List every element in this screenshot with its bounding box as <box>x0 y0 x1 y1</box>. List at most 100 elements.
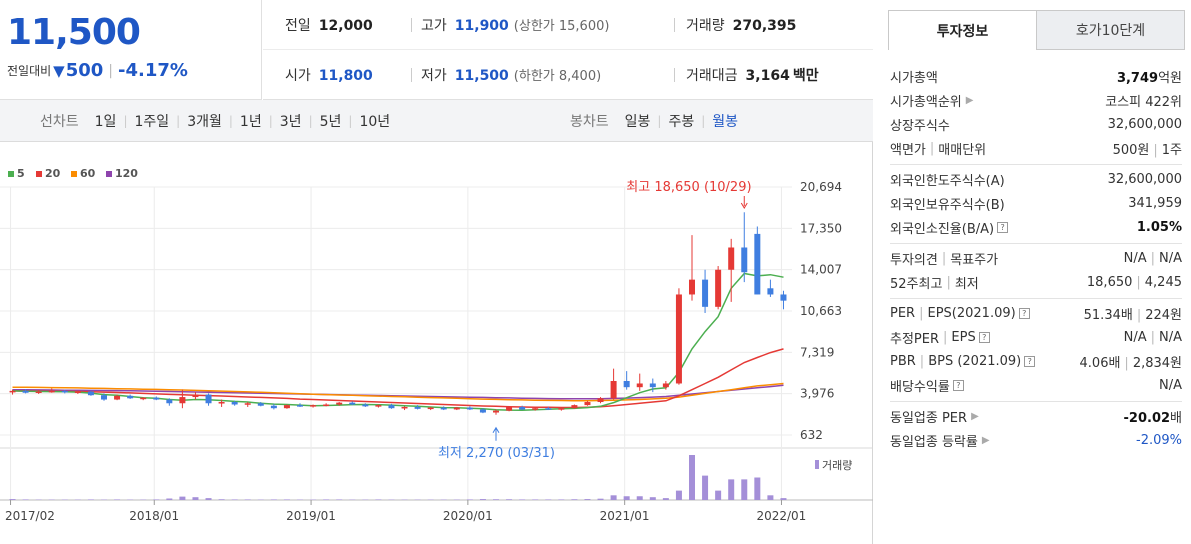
info-value-text: N/A <box>1123 250 1147 266</box>
chart-toolbar: 선차트 1일 | 1주일 | 3개월 | 1년 | 3년 | 5년 | 10년 봉차트 일봉… <box>0 100 873 142</box>
volume-bar <box>675 490 682 500</box>
candle-body <box>623 381 630 388</box>
info-label: 추정PER | EPS? <box>890 328 990 347</box>
candle-body <box>401 406 408 409</box>
candle-body <box>22 390 29 393</box>
period-1w[interactable]: 1주일 <box>134 114 170 130</box>
divider: | <box>176 114 181 128</box>
info-label: 동일업종 등락률 ▶ <box>890 431 990 450</box>
divider: | <box>929 140 935 156</box>
candle-body <box>244 403 251 405</box>
volume-bar <box>702 475 709 500</box>
divider: | <box>657 114 662 128</box>
candle-weekly[interactable]: 주봉 <box>668 114 695 130</box>
low-label: 저가 <box>421 68 447 84</box>
candle-body <box>519 406 526 410</box>
info-row: PER | EPS(2021.09)? 51.34배 | 224원 <box>890 301 1182 325</box>
min-price-label: 최저 2,270 (03/31) <box>438 446 555 461</box>
info-label: 외국인한도주식수(A) <box>890 170 1005 189</box>
volume-bar <box>153 499 160 500</box>
chevron-right-icon[interactable]: ▶ <box>965 94 974 106</box>
info-label-text-2: EPS(2021.09) <box>927 305 1016 321</box>
candle-body <box>283 405 290 409</box>
help-icon[interactable]: ? <box>978 331 990 343</box>
info-value-text: 32,600,000 <box>1107 171 1182 187</box>
volume-bar <box>375 499 382 500</box>
candle-chart-options: 봉차트 일봉 | 주봉 | 월봉 <box>570 100 738 142</box>
legend-swatch <box>36 171 42 177</box>
period-3y[interactable]: 3년 <box>279 114 302 130</box>
candle-body <box>192 394 199 398</box>
candle-daily[interactable]: 일봉 <box>624 114 651 130</box>
tab-invest-info[interactable]: 투자정보 <box>888 10 1037 50</box>
divider <box>674 18 675 32</box>
info-value: N/A | N/A <box>1124 251 1182 266</box>
period-3m[interactable]: 3개월 <box>187 114 222 130</box>
candle-body <box>427 407 434 410</box>
info-value-text-2: N/A <box>1159 250 1182 266</box>
info-row[interactable]: 동일업종 PER ▶ -20.02배 <box>890 404 1182 428</box>
volume-bar <box>231 499 238 500</box>
volume-value: 270,395 <box>732 17 797 34</box>
volume-bar <box>571 499 578 500</box>
lower-limit: (하한가 8,400) <box>513 69 602 84</box>
period-1y[interactable]: 1년 <box>239 114 262 130</box>
info-row[interactable]: 동일업종 등락률 ▶ -2.09% <box>890 428 1182 452</box>
info-label-text: PBR <box>890 353 916 369</box>
volume-bar <box>597 498 604 500</box>
info-value-text: N/A <box>1123 329 1147 345</box>
candle-body <box>297 405 303 407</box>
divider: | <box>943 329 948 345</box>
info-row: 외국인소진율(B/A)? 1.05% <box>890 215 1182 239</box>
info-value-text: 18,650 <box>1086 274 1133 290</box>
info-value: 500원 | 1주 <box>1113 139 1182 158</box>
candle-body <box>153 397 160 400</box>
candle-body <box>270 405 277 409</box>
info-label: PER | EPS(2021.09)? <box>890 306 1030 321</box>
info-value-text: 배 <box>1170 410 1182 426</box>
info-label: PBR | BPS (2021.09)? <box>890 353 1036 369</box>
chevron-right-icon[interactable]: ▶ <box>971 410 979 422</box>
divider: | <box>1124 355 1129 371</box>
help-icon[interactable]: ? <box>997 221 1009 233</box>
info-value: 32,600,000 <box>1108 117 1182 132</box>
help-icon[interactable]: ? <box>1024 355 1036 367</box>
legend-label-ma120: 120 <box>115 167 138 180</box>
info-row: 외국인보유주식수(B) 341,959 <box>890 191 1182 215</box>
period-5y[interactable]: 5년 <box>319 114 342 130</box>
info-value-text: 51.34배 <box>1083 307 1133 323</box>
y-tick-label: 7,319 <box>800 345 834 359</box>
ma60-line <box>12 382 784 402</box>
help-icon[interactable]: ? <box>952 379 964 391</box>
volume-bar <box>689 455 695 500</box>
divider: | <box>268 114 273 128</box>
price-stats: 전일 12,000 고가 11,900 (상한가 15,600) 거래량 270… <box>263 0 873 100</box>
volume-bar <box>205 498 212 500</box>
chevron-right-icon[interactable]: ▶ <box>981 434 990 446</box>
info-value: 32,600,000 <box>1108 172 1182 187</box>
divider: | <box>123 114 128 128</box>
candle-monthly[interactable]: 월봉 <box>712 114 739 130</box>
high-cell: 고가 11,900 (상한가 15,600) <box>421 15 609 35</box>
info-value: 3,749억원 <box>1117 67 1182 86</box>
info-label-text: 투자의견 <box>890 252 938 268</box>
high-value: 11,900 <box>454 17 509 34</box>
low-value: 11,500 <box>454 68 509 84</box>
tab-order-book[interactable]: 호가10단계 <box>1037 10 1185 50</box>
info-row: 투자의견 | 목표주가 N/A | N/A <box>890 246 1182 270</box>
info-label-text: PER <box>890 305 916 321</box>
info-row[interactable]: 시가총액순위 ▶ 코스피 422위 <box>890 88 1182 112</box>
candle-body <box>649 383 656 388</box>
info-value-text-2: 1주 <box>1161 142 1182 158</box>
period-10y[interactable]: 10년 <box>359 114 391 130</box>
prev-close-value: 12,000 <box>318 17 373 34</box>
period-1d[interactable]: 1일 <box>94 114 117 130</box>
volume-bar <box>662 498 669 500</box>
price-summary: 11,500 전일대비 ▼ 500 | -4.17% <box>0 0 262 100</box>
info-value: -2.09% <box>1136 433 1182 448</box>
help-icon[interactable]: ? <box>1018 307 1030 319</box>
x-tick-label: 2017/02 <box>5 509 55 523</box>
info-tabs: 투자정보 호가10단계 <box>888 10 1185 50</box>
amount-label: 거래대금 <box>686 68 738 84</box>
candle-body <box>545 408 552 410</box>
